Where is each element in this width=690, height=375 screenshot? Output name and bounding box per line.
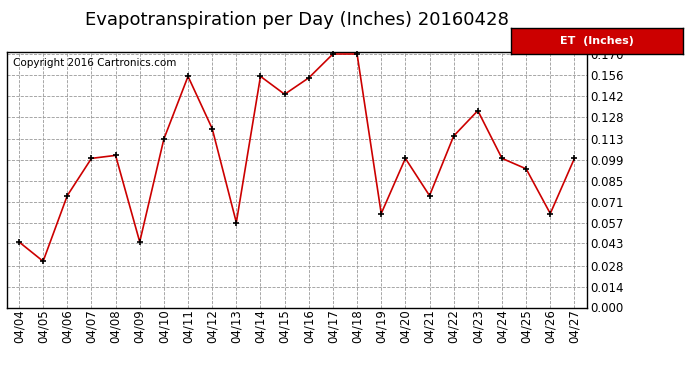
Text: Copyright 2016 Cartronics.com: Copyright 2016 Cartronics.com [12, 58, 176, 68]
Text: Evapotranspiration per Day (Inches) 20160428: Evapotranspiration per Day (Inches) 2016… [85, 11, 509, 29]
Text: ET  (Inches): ET (Inches) [560, 36, 634, 46]
